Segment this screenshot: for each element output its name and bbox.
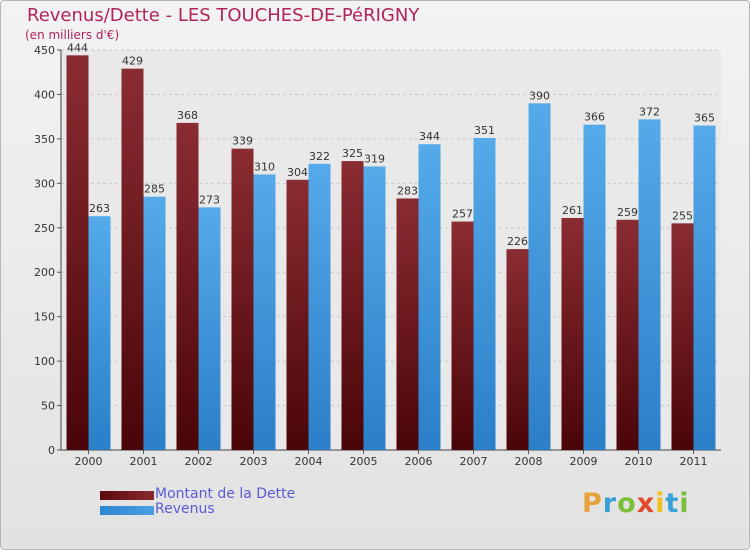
- bar-revenus: [418, 144, 441, 450]
- bar-revenus: [638, 119, 661, 450]
- bar-dette: [121, 68, 144, 451]
- data-label-dette: 304: [287, 166, 308, 179]
- x-tick-label: 2009: [570, 455, 598, 468]
- logo-letter: o: [617, 488, 637, 519]
- bar-revenus: [88, 216, 111, 450]
- logo-letter: t: [665, 488, 680, 519]
- y-tick-label: 100: [34, 355, 55, 368]
- bar-dette: [341, 161, 364, 450]
- x-tick-label: 2001: [130, 455, 158, 468]
- data-label-dette: 226: [507, 235, 528, 248]
- legend-label-dette: Montant de la Dette: [155, 486, 296, 502]
- data-label-revenus: 273: [199, 193, 220, 206]
- logo-letter: i: [679, 488, 690, 519]
- bar-dette: [671, 223, 694, 450]
- data-label-revenus: 310: [254, 160, 275, 173]
- y-tick-label: 450: [34, 44, 55, 57]
- chart-title: Revenus/Dette - LES TOUCHES-DE-PéRIGNY: [27, 5, 420, 26]
- bar-dette: [561, 218, 584, 450]
- logo-letter: r: [602, 488, 618, 519]
- x-tick-label: 2004: [295, 455, 323, 468]
- data-label-dette: 444: [67, 41, 88, 54]
- data-label-revenus: 365: [694, 112, 715, 125]
- data-label-revenus: 319: [364, 152, 385, 165]
- plot-area: [61, 50, 721, 450]
- data-label-revenus: 390: [529, 89, 550, 102]
- data-label-dette: 325: [342, 147, 363, 160]
- data-label-dette: 429: [122, 55, 143, 68]
- bar-revenus: [143, 196, 166, 450]
- y-tick-label: 400: [34, 88, 55, 101]
- x-tick-label: 2006: [405, 455, 433, 468]
- bar-dette: [451, 221, 474, 450]
- x-tick-label: 2005: [350, 455, 378, 468]
- bar-revenus: [253, 174, 276, 450]
- bar-revenus: [308, 163, 331, 450]
- x-tick-label: 2011: [680, 455, 708, 468]
- bar-dette: [66, 55, 89, 450]
- proxiti-logo: Proxiti: [582, 488, 690, 519]
- y-tick-label: 200: [34, 266, 55, 279]
- bar-revenus: [363, 166, 386, 450]
- data-label-dette: 283: [397, 184, 418, 197]
- legend-swatch-revenus: [100, 506, 154, 515]
- data-label-revenus: 351: [474, 124, 495, 137]
- x-tick-label: 2010: [625, 455, 653, 468]
- x-tick-label: 2002: [185, 455, 213, 468]
- y-tick-label: 0: [48, 444, 55, 457]
- data-label-dette: 259: [617, 206, 638, 219]
- bar-dette: [396, 198, 419, 450]
- bar-revenus: [198, 207, 221, 450]
- data-label-dette: 368: [177, 109, 198, 122]
- logo-letter: P: [582, 488, 603, 519]
- bar-revenus: [583, 124, 606, 451]
- data-label-dette: 255: [672, 209, 693, 222]
- x-tick-label: 2000: [75, 455, 103, 468]
- chart-subtitle: (en milliers d'€): [25, 28, 120, 42]
- bar-dette: [286, 179, 309, 450]
- x-tick-label: 2003: [240, 455, 268, 468]
- y-tick-label: 350: [34, 133, 55, 146]
- legend-label-revenus: Revenus: [155, 501, 215, 517]
- data-label-dette: 339: [232, 135, 253, 148]
- y-tick-label: 150: [34, 311, 55, 324]
- legend-swatch-dette: [100, 491, 154, 500]
- bar-dette: [176, 122, 199, 450]
- data-label-revenus: 263: [89, 202, 110, 215]
- bar-revenus: [693, 125, 716, 451]
- logo-letter: x: [636, 488, 656, 519]
- bar-dette: [616, 219, 639, 450]
- data-label-revenus: 372: [639, 105, 660, 118]
- data-label-revenus: 344: [419, 130, 440, 143]
- y-tick-label: 250: [34, 222, 55, 235]
- bar-dette: [231, 148, 254, 450]
- data-label-dette: 261: [562, 204, 583, 217]
- y-tick-label: 50: [41, 400, 55, 413]
- x-tick-label: 2008: [515, 455, 543, 468]
- x-tick-label: 2007: [460, 455, 488, 468]
- y-tick-label: 300: [34, 177, 55, 190]
- bar-revenus: [528, 103, 551, 450]
- data-label-revenus: 366: [584, 111, 605, 124]
- data-label-dette: 257: [452, 208, 473, 221]
- bar-revenus: [473, 138, 496, 450]
- bar-dette: [506, 249, 529, 450]
- data-label-revenus: 285: [144, 183, 165, 196]
- data-label-revenus: 322: [309, 150, 330, 163]
- logo-letter: i: [655, 488, 666, 519]
